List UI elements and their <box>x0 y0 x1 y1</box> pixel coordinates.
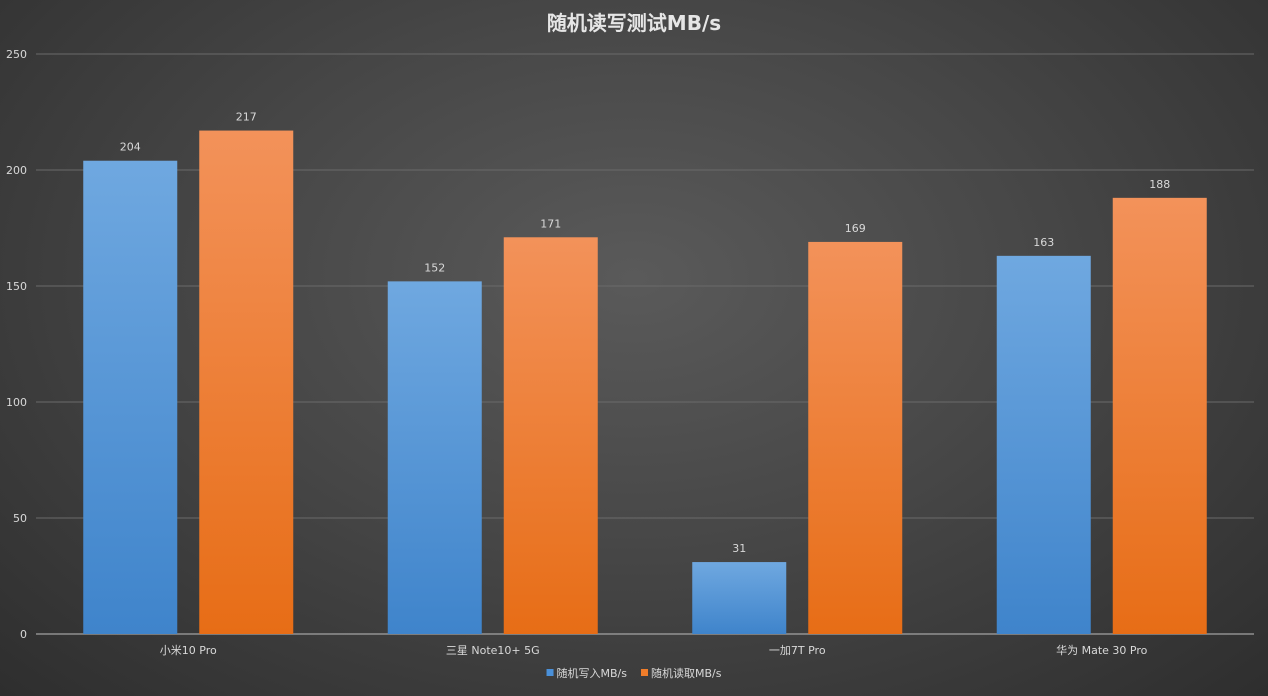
data-label: 171 <box>540 217 561 230</box>
bar-read <box>199 130 294 634</box>
y-tick-label: 200 <box>6 164 27 177</box>
x-category-label: 华为 Mate 30 Pro <box>1056 643 1148 657</box>
x-category-label: 三星 Note10+ 5G <box>446 644 540 657</box>
legend: 随机写入MB/s 随机读取MB/s <box>546 666 722 680</box>
x-axis-categories: 小米10 Pro 三星 Note10+ 5G 一加7T Pro 华为 Mate 30 … <box>160 643 1148 657</box>
y-tick-label: 50 <box>13 512 27 525</box>
y-tick-label: 0 <box>20 628 27 641</box>
data-label: 163 <box>1033 236 1054 249</box>
legend-swatch <box>641 669 648 676</box>
bar-read <box>808 241 903 635</box>
bar-write <box>387 281 482 634</box>
bar-write <box>996 255 1091 634</box>
legend-item: 随机写入MB/s <box>546 666 628 680</box>
data-label: 152 <box>424 261 445 274</box>
data-label: 31 <box>732 542 746 555</box>
y-tick-label: 250 <box>6 48 27 61</box>
legend-label: 随机写入MB/s <box>557 666 628 680</box>
bars <box>83 130 1207 635</box>
bar-read <box>503 237 598 634</box>
chart-title: 随机读写测试MB/s <box>547 11 721 35</box>
legend-label: 随机读取MB/s <box>651 666 722 680</box>
legend-swatch <box>546 669 554 676</box>
y-tick-label: 100 <box>6 396 27 409</box>
y-axis-ticks: 0 50 100 150 200 250 <box>6 48 27 641</box>
data-label: 188 <box>1149 178 1170 191</box>
x-category-label: 一加7T Pro <box>769 644 826 657</box>
x-category-label: 小米10 Pro <box>160 644 217 657</box>
bar-write <box>692 562 787 634</box>
data-label: 169 <box>845 222 866 235</box>
bar-write <box>83 160 178 634</box>
legend-item: 随机读取MB/s <box>641 666 722 680</box>
y-tick-label: 150 <box>6 280 27 293</box>
data-label: 217 <box>236 111 257 124</box>
data-labels: 204 217 152 171 31 169 163 188 <box>120 111 1171 556</box>
bar-read <box>1112 197 1207 634</box>
data-label: 204 <box>120 141 141 154</box>
